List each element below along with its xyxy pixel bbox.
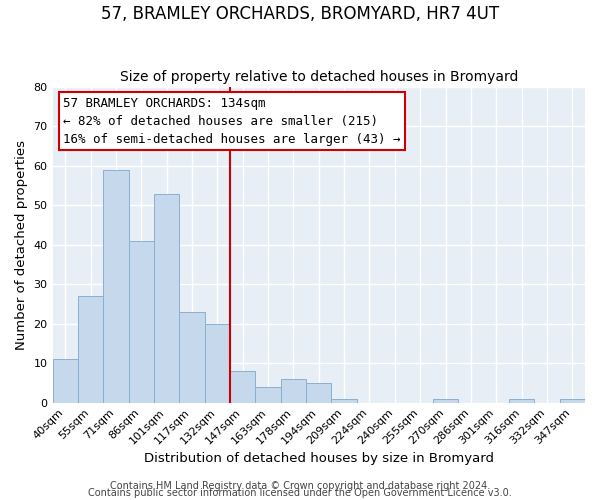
Text: Contains HM Land Registry data © Crown copyright and database right 2024.: Contains HM Land Registry data © Crown c… [110,481,490,491]
Bar [509,398,534,402]
Bar [78,296,103,403]
Bar [205,324,230,402]
X-axis label: Distribution of detached houses by size in Bromyard: Distribution of detached houses by size … [144,452,494,465]
Bar [560,398,585,402]
Bar [128,241,154,402]
Text: 57 BRAMLEY ORCHARDS: 134sqm
← 82% of detached houses are smaller (215)
16% of se: 57 BRAMLEY ORCHARDS: 134sqm ← 82% of det… [63,96,401,146]
Title: Size of property relative to detached houses in Bromyard: Size of property relative to detached ho… [119,70,518,85]
Bar [306,383,331,402]
Bar [179,312,205,402]
Bar [53,359,78,403]
Bar [331,398,357,402]
Text: Contains public sector information licensed under the Open Government Licence v3: Contains public sector information licen… [88,488,512,498]
Text: 57, BRAMLEY ORCHARDS, BROMYARD, HR7 4UT: 57, BRAMLEY ORCHARDS, BROMYARD, HR7 4UT [101,5,499,23]
Bar [433,398,458,402]
Bar [154,194,179,402]
Y-axis label: Number of detached properties: Number of detached properties [15,140,28,350]
Bar [103,170,128,402]
Bar [230,371,256,402]
Bar [281,379,306,402]
Bar [256,387,281,402]
